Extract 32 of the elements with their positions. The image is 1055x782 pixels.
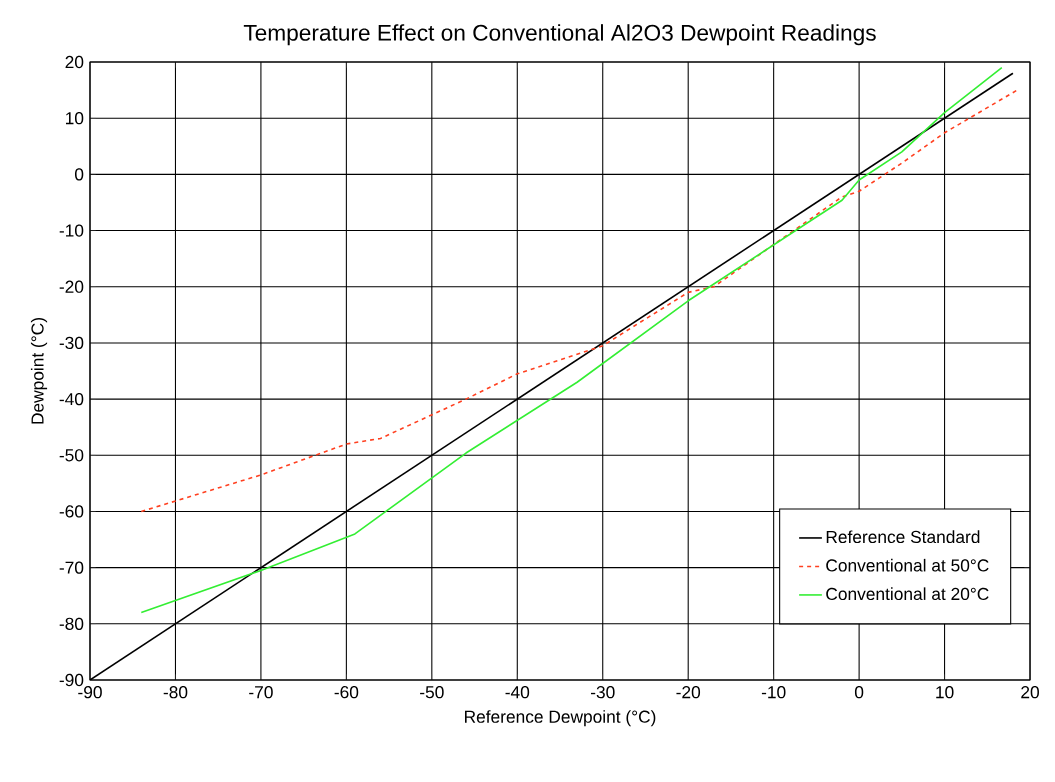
x-tick-label: -60 [334,686,359,699]
y-tick-label: -40 [59,392,84,406]
y-tick-label: 20 [65,55,84,69]
y-tick-label: -70 [59,561,84,574]
x-tick-label: 10 [936,686,954,699]
x-tick-label: -30 [590,686,615,699]
y-tick-label: -20 [59,280,84,293]
y-tick-label: 0 [74,168,84,181]
y-tick-label: -80 [59,617,84,630]
x-axis-title: Reference Dewpoint (°C) [465,710,656,727]
x-tick-label: -50 [420,686,444,699]
y-tick-label: -30 [59,336,84,350]
y-tick-label: -90 [59,673,84,687]
x-tick-label: -10 [761,686,786,699]
line-series [140,89,1018,513]
legend-label: Conventional at 50°C [826,558,989,572]
x-tick-label: -70 [249,686,273,699]
x-tick-label: -90 [78,686,102,699]
line-series [140,66,1003,614]
chart-title: Temperature Effect on Conventional Al2O3 Dewpoint Readings [243,24,876,46]
y-tick-label: 10 [66,112,84,125]
y-tick-label: -60 [59,505,84,518]
x-tick-label: -40 [505,686,530,699]
y-axis-title: Dewpoint (°C) [30,318,48,424]
y-tick-label: -10 [59,224,84,237]
legend-label: Reference Standard [826,530,980,544]
legend-label: Conventional at 20°C [826,587,989,601]
x-tick-label: 20 [1021,686,1039,699]
x-tick-label: -20 [676,686,701,699]
y-tick-label: -50 [59,449,84,462]
x-tick-label: -80 [163,686,188,699]
x-tick-label: 0 [854,686,864,699]
